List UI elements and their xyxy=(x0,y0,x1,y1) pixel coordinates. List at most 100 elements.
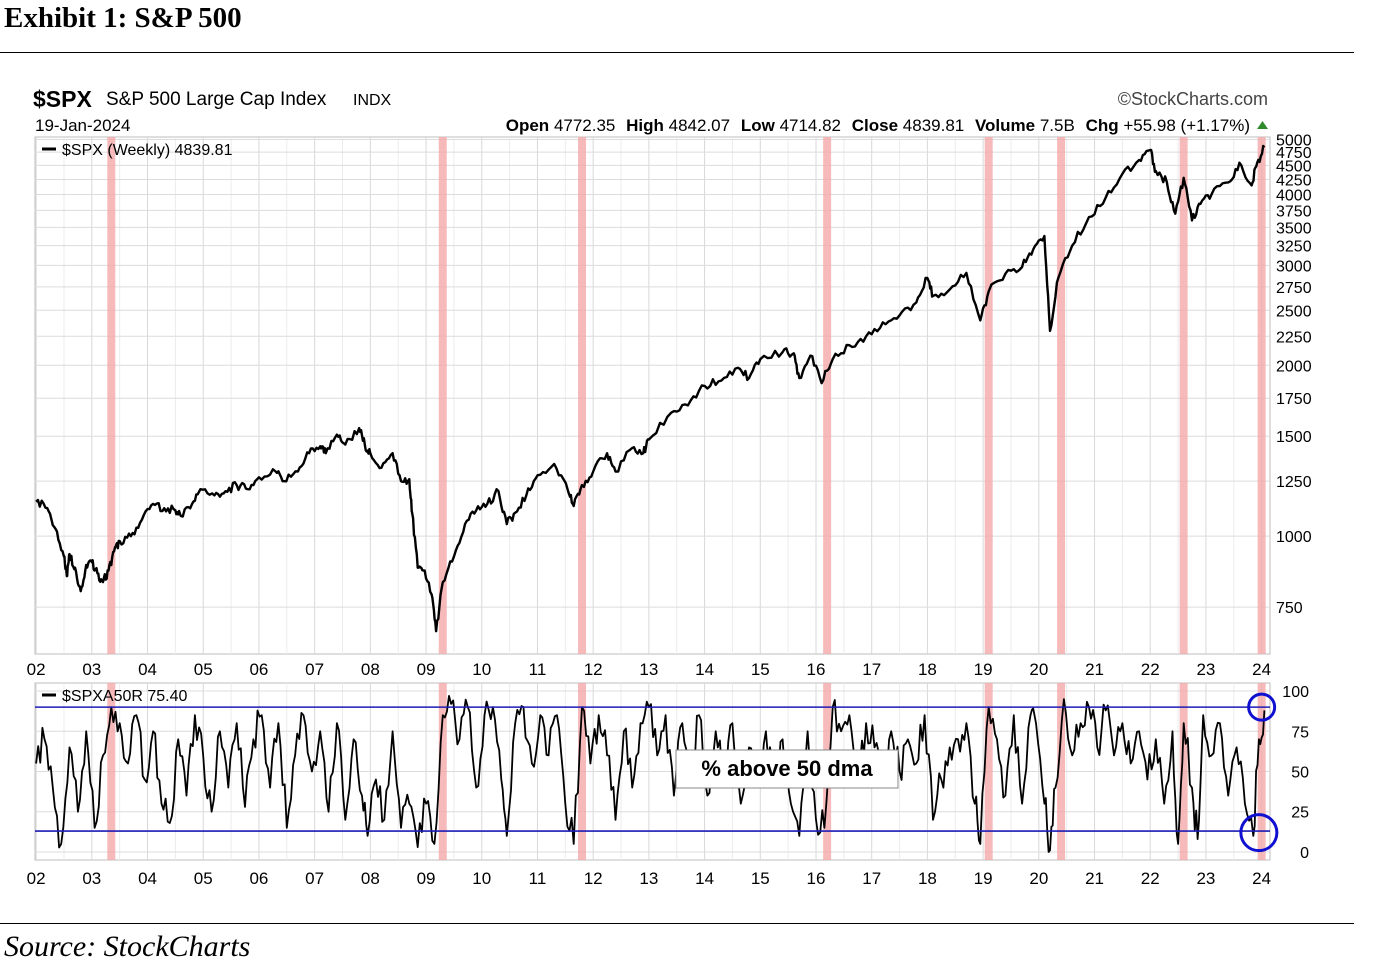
breadth-legend: $SPXA50R 75.40 xyxy=(62,688,188,705)
low-label: Low xyxy=(741,116,776,135)
breadth-x-tick-08: 08 xyxy=(361,869,380,888)
breadth-x-tick-07: 07 xyxy=(305,869,324,888)
breadth-x-tick-18: 18 xyxy=(918,869,937,888)
price-red-band-6 xyxy=(1179,137,1188,654)
price-x-tick-03: 03 xyxy=(82,660,101,679)
price-x-tick-08: 08 xyxy=(361,660,380,679)
breadth-red-band-2 xyxy=(578,683,587,860)
price-x-tick-10: 10 xyxy=(472,660,491,679)
price-red-bands xyxy=(107,137,1266,654)
upper-highlight-circle xyxy=(1247,692,1277,722)
breadth-x-tick-22: 22 xyxy=(1141,869,1160,888)
breadth-y-tick-50: 50 xyxy=(1291,765,1309,782)
price-red-band-5 xyxy=(1057,137,1066,654)
price-x-tick-13: 13 xyxy=(639,660,658,679)
price-y-tick-1500: 1500 xyxy=(1276,429,1312,446)
breadth-x-tick-11: 11 xyxy=(529,869,547,888)
highlight-circles xyxy=(1239,692,1279,853)
price-x-tick-12: 12 xyxy=(584,660,603,679)
open-value: 4772.35 xyxy=(554,116,615,135)
price-x-tick-17: 17 xyxy=(862,660,881,679)
price-red-band-1 xyxy=(438,137,447,654)
exchange-label: INDX xyxy=(353,92,392,109)
annotation-label: % above 50 dma xyxy=(701,756,873,781)
breadth-x-tick-15: 15 xyxy=(751,869,770,888)
price-y-tick-1250: 1250 xyxy=(1276,474,1312,491)
price-y-tick-4750: 4750 xyxy=(1276,145,1312,162)
breadth-x-tick-03: 03 xyxy=(82,869,101,888)
price-red-band-7 xyxy=(1257,137,1266,654)
breadth-x-tick-16: 16 xyxy=(807,869,826,888)
breadth-x-tick-10: 10 xyxy=(472,869,491,888)
price-y-ticks: 750 1000 1250 1500 1750 2000 2250 2500 2750 3000 3… xyxy=(1276,132,1312,617)
close-value: 4839.81 xyxy=(903,116,964,135)
open-label: Open xyxy=(506,116,549,135)
breadth-x-tick-06: 06 xyxy=(249,869,268,888)
index-name-label: S&P 500 Large Cap Index xyxy=(106,89,327,110)
breadth-red-band-1 xyxy=(438,683,447,860)
price-y-tick-750: 750 xyxy=(1276,600,1303,617)
low-value: 4714.82 xyxy=(780,116,841,135)
price-y-tick-2000: 2000 xyxy=(1276,358,1312,375)
price-y-tick-3500: 3500 xyxy=(1276,220,1312,237)
date-label: 19-Jan-2024 xyxy=(35,116,130,135)
price-y-tick-5000: 5000 xyxy=(1276,132,1312,149)
price-y-tick-2250: 2250 xyxy=(1276,329,1312,346)
price-y-tick-1750: 1750 xyxy=(1276,391,1312,408)
breadth-y-tick-75: 75 xyxy=(1291,724,1309,741)
price-y-tick-1000: 1000 xyxy=(1276,529,1312,546)
price-x-tick-11: 11 xyxy=(529,660,547,679)
watermark-label: ©StockCharts.com xyxy=(1118,89,1268,109)
breadth-x-tick-23: 23 xyxy=(1196,869,1215,888)
price-y-tick-4000: 4000 xyxy=(1276,187,1312,204)
breadth-x-tick-24: 24 xyxy=(1252,869,1271,888)
breadth-x-tick-13: 13 xyxy=(639,869,658,888)
price-red-band-3 xyxy=(823,137,832,654)
price-legend: $SPX (Weekly) 4839.81 xyxy=(62,142,233,159)
price-x-tick-19: 19 xyxy=(974,660,993,679)
up-arrow-icon xyxy=(1257,121,1268,129)
lower-highlight-circle xyxy=(1239,813,1279,853)
price-x-tick-24: 24 xyxy=(1252,660,1271,679)
bottom-rule xyxy=(0,923,1354,924)
breadth-x-tick-02: 02 xyxy=(27,869,46,888)
price-x-tick-18: 18 xyxy=(918,660,937,679)
price-x-tick-07: 07 xyxy=(305,660,324,679)
price-x-tick-14: 14 xyxy=(695,660,714,679)
spxa50r-line xyxy=(35,695,1266,853)
price-x-ticks: 02 03 04 05 06 07 08 09 10 11 12 13 14 15 16 17 18 19 20 21… xyxy=(27,660,1271,679)
price-y-tick-4250: 4250 xyxy=(1276,173,1312,190)
price-x-tick-02: 02 xyxy=(27,660,46,679)
spx-price-line xyxy=(35,144,1266,633)
close-label: Close xyxy=(852,116,898,135)
price-x-tick-16: 16 xyxy=(807,660,826,679)
breadth-x-ticks: 02 03 04 05 06 07 08 09 10 11 12 13 14 15 16 17 18 19 20 21… xyxy=(27,869,1271,888)
price-y-tick-3750: 3750 xyxy=(1276,203,1312,220)
price-x-tick-22: 22 xyxy=(1141,660,1160,679)
breadth-x-tick-17: 17 xyxy=(862,869,881,888)
high-label: High xyxy=(626,116,664,135)
price-x-tick-09: 09 xyxy=(417,660,436,679)
ohlc-line: Open 4772.35 High 4842.07 Low 4714.82 Cl… xyxy=(506,116,1250,135)
price-red-band-2 xyxy=(578,137,587,654)
breadth-red-band-6 xyxy=(1179,683,1188,860)
breadth-x-tick-12: 12 xyxy=(584,869,603,888)
breadth-y-ticks: 0 25 50 75 100 xyxy=(1282,684,1309,862)
top-rule xyxy=(0,52,1354,53)
volume-label: Volume xyxy=(975,116,1035,135)
breadth-x-tick-05: 05 xyxy=(194,869,213,888)
price-x-tick-23: 23 xyxy=(1196,660,1215,679)
price-panel: 750 1000 1250 1500 1750 2000 2250 2500 2750 3000 3… xyxy=(34,132,1312,655)
volume-value: 7.5B xyxy=(1040,116,1075,135)
breadth-red-band-0 xyxy=(107,683,116,860)
price-red-band-4 xyxy=(984,137,993,654)
price-y-tick-2750: 2750 xyxy=(1276,280,1312,297)
breadth-red-band-4 xyxy=(984,683,993,860)
price-y-tick-3250: 3250 xyxy=(1276,239,1312,256)
price-x-tick-06: 06 xyxy=(249,660,268,679)
breadth-red-band-7 xyxy=(1257,683,1266,860)
symbol-label: $SPX xyxy=(33,86,92,112)
breadth-x-tick-20: 20 xyxy=(1029,869,1048,888)
breadth-y-tick-25: 25 xyxy=(1291,805,1309,822)
annotation-box xyxy=(675,749,899,789)
